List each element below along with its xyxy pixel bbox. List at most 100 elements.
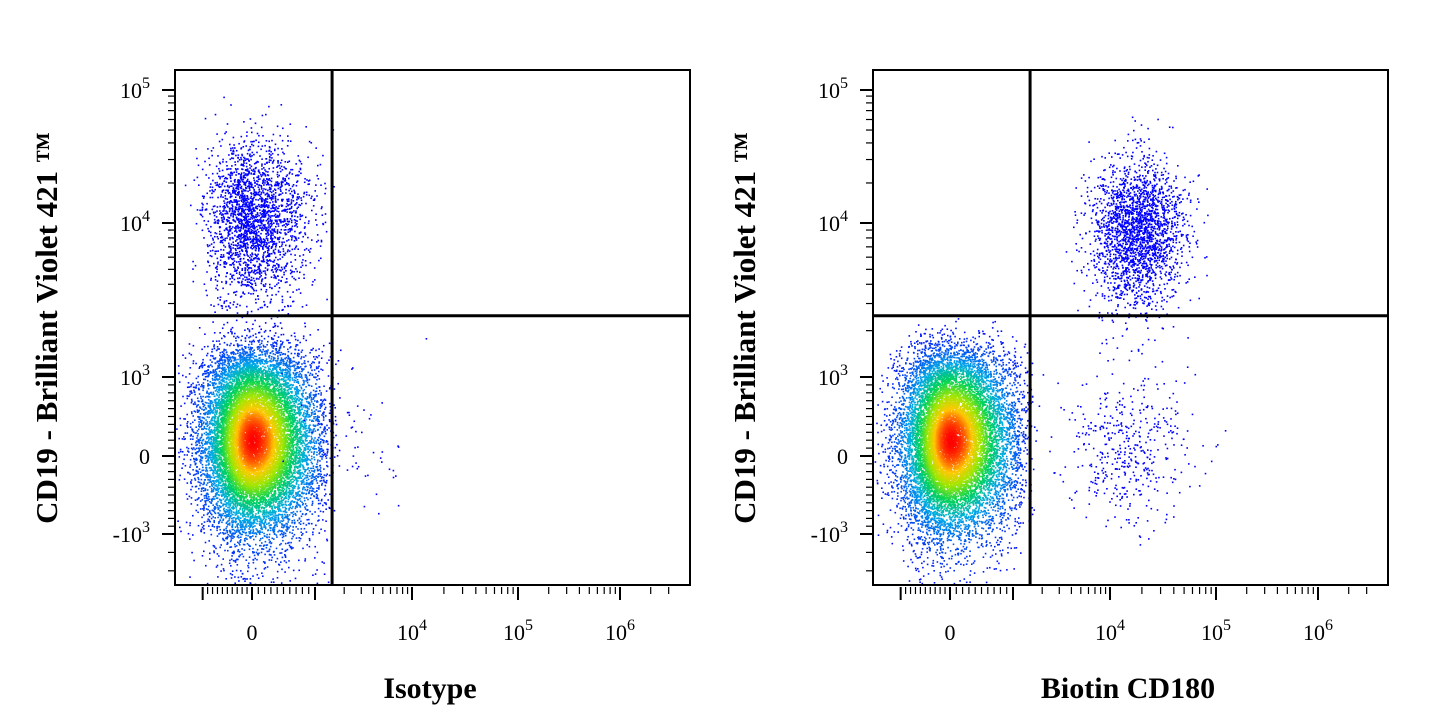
event-dot (195, 457, 198, 460)
event-dot (204, 396, 207, 398)
event-dot (309, 334, 312, 336)
event-dot (230, 453, 232, 456)
event-dot (205, 476, 207, 478)
event-dot (262, 548, 265, 550)
event-dot (287, 495, 290, 498)
event-dot (310, 481, 313, 484)
event-dot (227, 466, 230, 468)
event-dot (249, 514, 251, 516)
event-dot (190, 479, 193, 481)
event-dot (319, 470, 322, 473)
event-dot (292, 439, 295, 442)
event-dot (311, 482, 314, 484)
event-dot (229, 510, 231, 512)
event-dot (227, 478, 229, 481)
event-dot (265, 511, 268, 513)
event-dot (216, 429, 218, 432)
event-dot (321, 400, 324, 403)
event-dot (218, 522, 220, 525)
event-dot (323, 385, 325, 387)
event-dot (313, 453, 315, 455)
event-dot (245, 523, 248, 526)
event-dot (299, 366, 302, 368)
event-dot (202, 416, 205, 419)
event-dot (229, 358, 232, 360)
event-dot (179, 474, 181, 477)
event-dot (234, 457, 237, 460)
event-dot (193, 389, 195, 392)
event-dot (302, 454, 304, 457)
event-dot (263, 491, 265, 493)
event-dot (225, 388, 228, 390)
event-dot (247, 404, 250, 406)
event-dot (258, 341, 260, 343)
event-dot (259, 544, 261, 547)
event-dot (261, 513, 264, 516)
event-dot (238, 536, 240, 539)
event-dot (304, 503, 307, 505)
event-dot (264, 540, 267, 543)
event-dot (305, 469, 307, 471)
event-dot (232, 460, 234, 462)
event-dot (274, 324, 277, 327)
event-dot (290, 512, 292, 514)
event-dot (189, 393, 191, 396)
event-dot (293, 394, 296, 397)
event-dot (248, 508, 251, 511)
event-dot (206, 476, 209, 479)
event-dot (250, 501, 253, 504)
event-dot (248, 544, 250, 546)
event-dot (278, 379, 281, 381)
event-dot (186, 498, 189, 500)
event-dot (176, 428, 178, 430)
event-dot (241, 553, 243, 555)
event-dot (276, 372, 279, 375)
event-dot (180, 450, 182, 453)
event-dot (264, 561, 266, 563)
event-dot (284, 463, 286, 466)
event-dot (293, 369, 296, 372)
event-dot (312, 429, 314, 432)
event-dot (265, 459, 268, 461)
event-dot (296, 363, 299, 366)
event-dot (230, 330, 232, 333)
event-dot (287, 376, 289, 378)
event-dot (335, 423, 338, 426)
event-dot (203, 346, 206, 348)
event-dot (205, 468, 208, 471)
event-dot (220, 385, 223, 387)
event-dot (237, 522, 240, 525)
event-dot (220, 409, 222, 412)
event-dot (262, 430, 265, 432)
event-dot (214, 512, 217, 515)
event-dot (195, 485, 198, 488)
event-dot (212, 516, 214, 518)
event-dot (305, 365, 307, 368)
event-dot (205, 497, 208, 500)
event-dot (249, 511, 251, 513)
event-dot (303, 381, 305, 384)
event-dot (225, 356, 228, 359)
event-dot (308, 518, 310, 521)
event-dot (303, 442, 306, 445)
event-dot (233, 511, 235, 513)
event-dot (274, 439, 277, 442)
event-dot (312, 480, 314, 482)
event-dot (234, 526, 237, 528)
event-dot (198, 393, 201, 395)
event-dot (296, 467, 299, 470)
event-dot (328, 474, 331, 477)
event-dot (273, 522, 275, 524)
event-dot (235, 497, 237, 500)
event-dot (206, 454, 208, 457)
event-dot (282, 368, 284, 371)
event-dot (267, 388, 270, 391)
event-dot (280, 561, 282, 563)
event-dot (280, 582, 283, 584)
event-dot (196, 504, 199, 506)
event-dot (239, 397, 242, 399)
event-dot (187, 532, 190, 535)
event-dot (194, 463, 197, 466)
event-dot (280, 489, 282, 492)
event-dot (222, 568, 225, 570)
